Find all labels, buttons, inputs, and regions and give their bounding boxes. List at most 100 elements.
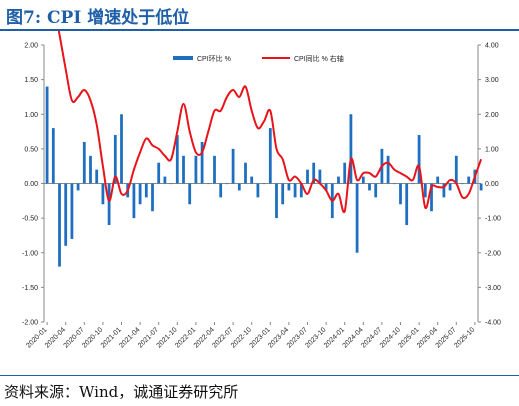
bar-mom xyxy=(58,183,61,267)
left-tick-label: 2.00 xyxy=(24,43,38,50)
bar-mom xyxy=(76,183,80,191)
bar-mom xyxy=(306,169,309,184)
bar-mom xyxy=(45,86,49,184)
bar-mom xyxy=(51,128,55,184)
bar-mom xyxy=(374,183,378,198)
bar-mom xyxy=(442,183,446,198)
left-tick-label: -0.50 xyxy=(22,216,38,223)
bar-mom xyxy=(448,183,452,191)
bar-mom xyxy=(132,183,136,219)
figure-header: 图7: CPI 增速处于低位 xyxy=(0,0,519,31)
bar-mom xyxy=(461,183,464,185)
figure-title: 图7: CPI 增速处于低位 xyxy=(6,8,190,28)
bar-mom xyxy=(113,135,117,184)
bar-mom xyxy=(64,183,68,246)
right-tick-label: 1.00 xyxy=(485,146,499,153)
bar-mom xyxy=(213,155,216,184)
bar-mom xyxy=(337,176,340,184)
bar-mom xyxy=(423,183,427,198)
bar-mom xyxy=(157,162,161,184)
right-tick-label: 3.00 xyxy=(485,77,499,84)
chart-legend: CPI环比 % CPI同比 % 右轴 xyxy=(173,54,344,63)
bar-mom xyxy=(399,183,402,205)
right-tick-label: 0.00 xyxy=(485,181,499,188)
legend-label-line: CPI同比 % 右轴 xyxy=(294,54,344,63)
bar-mom xyxy=(312,162,316,184)
bar-mom xyxy=(225,183,229,185)
left-y-axis: 2.00 1.50 1.00 0.50 0.00 -0.50 -1.00 -1.50 -2.00 xyxy=(22,43,45,327)
left-tick-label: 1.00 xyxy=(24,112,38,119)
line-series-yoy xyxy=(57,31,483,214)
bar-mom xyxy=(299,183,303,198)
bar-mom xyxy=(392,183,396,185)
left-tick-label: 0.50 xyxy=(24,146,38,153)
bar-mom xyxy=(318,169,322,184)
bar-mom xyxy=(343,162,347,184)
right-tick-label: -4.00 xyxy=(485,320,501,327)
bar-mom xyxy=(101,183,105,205)
bar-mom xyxy=(430,183,433,212)
left-tick-label: 0.00 xyxy=(24,181,38,188)
bar-mom xyxy=(262,183,266,185)
source-note: 资料来源：Wind，诚通证券研究所 xyxy=(4,383,239,401)
bar-mom xyxy=(324,183,328,191)
left-tick-label: -1.50 xyxy=(22,285,38,292)
bar-mom xyxy=(355,183,359,253)
bar-mom xyxy=(368,183,371,191)
bar-mom xyxy=(268,128,272,184)
bar-mom xyxy=(417,135,421,184)
bar-mom xyxy=(293,183,297,198)
bar-series-mom xyxy=(45,86,483,267)
bar-mom xyxy=(138,183,142,205)
right-tick-label: -2.00 xyxy=(485,250,501,257)
bar-mom xyxy=(479,183,483,191)
bar-mom xyxy=(89,155,92,184)
cpi-chart: 2.00 1.50 1.00 0.50 0.00 -0.50 -1.00 -1.50 -2.00… xyxy=(22,31,501,350)
bar-mom xyxy=(144,183,148,198)
right-tick-label: -3.00 xyxy=(485,285,501,292)
bar-mom xyxy=(250,176,254,184)
line-yoy xyxy=(57,31,483,214)
bar-mom xyxy=(70,183,74,239)
left-tick-label: -1.00 xyxy=(22,250,38,257)
bar-mom xyxy=(275,183,278,219)
bar-mom xyxy=(361,176,365,184)
bar-mom xyxy=(454,155,458,184)
bar-mom xyxy=(188,183,192,205)
bar-mom xyxy=(82,141,86,184)
bar-mom xyxy=(151,183,154,212)
bar-mom xyxy=(436,176,440,184)
left-tick-label: -2.00 xyxy=(22,320,38,327)
bar-mom xyxy=(237,183,241,191)
bar-mom xyxy=(281,183,285,205)
right-tick-label: -1.00 xyxy=(485,216,501,223)
bar-mom xyxy=(163,176,167,184)
bar-mom xyxy=(411,183,415,185)
bar-mom xyxy=(467,176,471,184)
title-underline xyxy=(0,29,519,31)
bar-mom xyxy=(244,162,247,184)
legend-label-bar: CPI环比 % xyxy=(197,54,231,63)
left-tick-label: 1.50 xyxy=(24,77,38,84)
bar-mom xyxy=(231,148,235,184)
right-tick-label: 2.00 xyxy=(485,112,499,119)
x-tick-label: 2025-10 xyxy=(453,326,476,349)
legend-swatch-bar xyxy=(173,56,193,60)
bar-mom xyxy=(287,183,291,191)
bar-mom xyxy=(206,183,210,185)
bar-mom xyxy=(200,141,204,184)
bar-mom xyxy=(349,114,353,184)
bar-mom xyxy=(107,183,111,226)
bar-mom xyxy=(95,169,99,184)
bar-mom xyxy=(256,183,260,198)
bar-mom xyxy=(386,155,390,184)
right-tick-label: 4.00 xyxy=(485,43,499,50)
bar-mom xyxy=(120,114,123,184)
source-divider xyxy=(0,375,519,376)
bar-mom xyxy=(219,183,223,198)
bar-mom xyxy=(175,135,179,184)
bar-mom xyxy=(194,155,198,184)
bar-mom xyxy=(405,183,409,226)
bar-mom xyxy=(169,183,173,185)
bar-mom xyxy=(182,155,185,184)
